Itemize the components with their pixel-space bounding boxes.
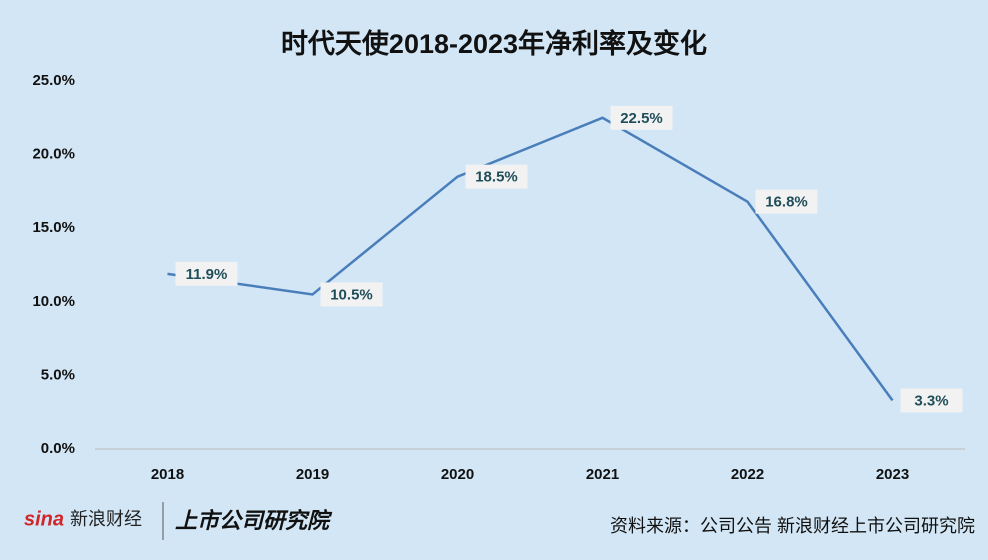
x-tick-label: 2021 [586, 466, 619, 483]
x-tick-label: 2018 [151, 466, 184, 483]
source-note: 资料来源：公司公告 新浪财经上市公司研究院 [610, 516, 975, 536]
label-box [610, 105, 673, 130]
chart-title: 时代天使2018-2023年净利率及变化 [281, 28, 707, 59]
logo-sina: sina [24, 508, 64, 530]
y-tick-label: 0.0% [41, 440, 75, 457]
data-label: 10.5% [330, 286, 373, 303]
series-line [167, 116, 894, 402]
label-box [175, 261, 238, 286]
label-box [755, 189, 818, 214]
y-tick-label: 20.0% [32, 146, 75, 163]
y-tick-label: 25.0% [32, 72, 75, 89]
logo-institute: 上市公司研究院 [175, 508, 333, 533]
x-tick-label: 2023 [876, 466, 909, 483]
data-label: 11.9% [186, 266, 228, 283]
data-label: 18.5% [475, 169, 518, 186]
data-label: 3.3% [914, 392, 948, 409]
x-tick-label: 2019 [296, 466, 329, 483]
y-tick-label: 5.0% [41, 366, 75, 383]
data-label: 22.5% [620, 110, 663, 127]
y-tick-label: 10.0% [32, 293, 75, 310]
label-box [900, 388, 963, 413]
logo-name: 新浪财经 [70, 509, 142, 529]
y-tick-label: 15.0% [32, 219, 75, 236]
label-box [465, 164, 528, 189]
x-tick-label: 2020 [441, 466, 474, 483]
data-label: 16.8% [765, 194, 808, 211]
label-box [320, 282, 383, 307]
x-tick-label: 2022 [731, 466, 764, 483]
